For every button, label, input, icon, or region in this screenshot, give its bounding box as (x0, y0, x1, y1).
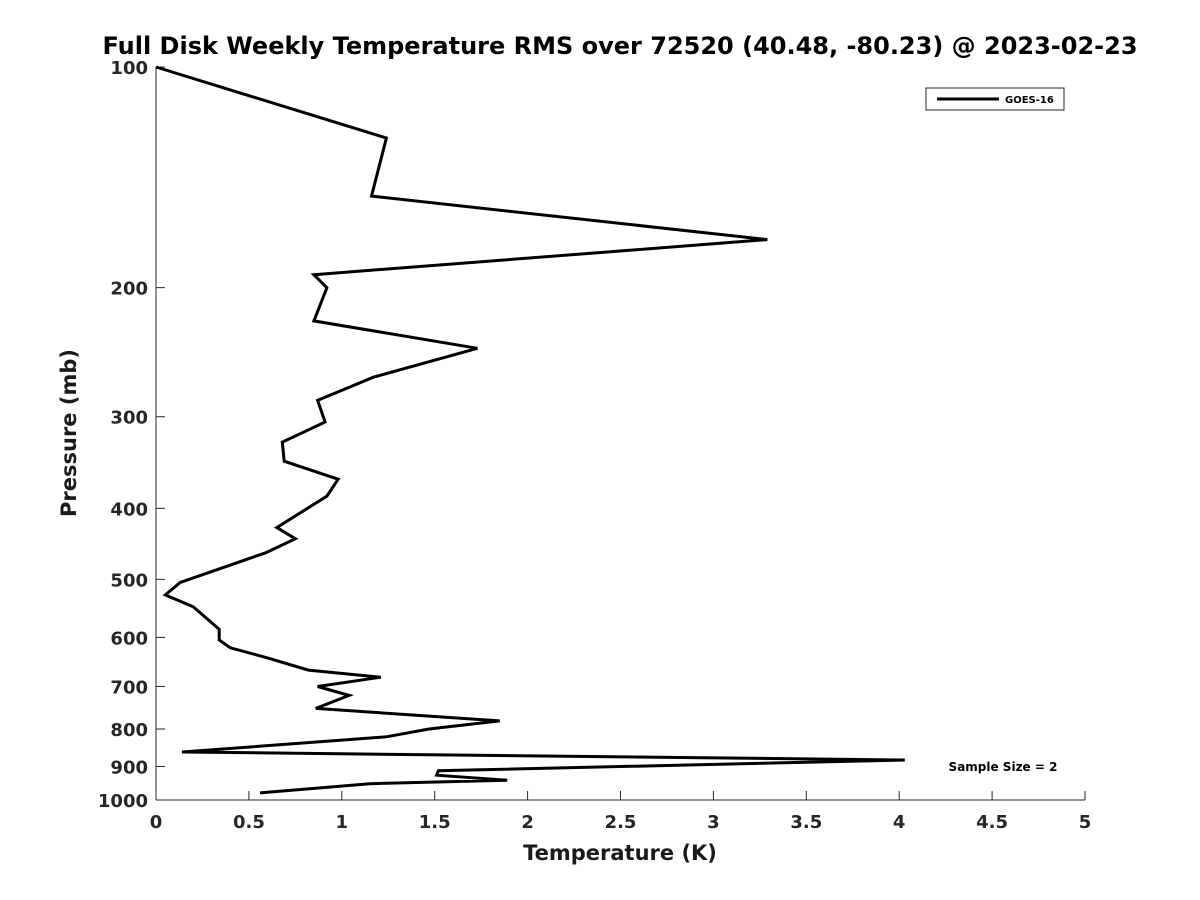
y-tick-label: 400 (110, 499, 148, 520)
x-tick-label: 4 (893, 812, 906, 833)
series-line-goes-16 (155, 65, 905, 795)
x-tick-label: 0.5 (233, 812, 265, 833)
x-tick-label: 1.5 (419, 812, 451, 833)
x-tick-label: 1 (336, 812, 349, 833)
y-tick-label: 200 (110, 279, 148, 300)
y-tick-label: 500 (110, 570, 148, 591)
y-ticks: 100 200 300 400 500 600 700 800 900 1000 (98, 58, 165, 812)
y-tick-label: 900 (110, 757, 148, 778)
x-tick-label: 2.5 (605, 812, 637, 833)
y-tick-label: 800 (110, 720, 148, 741)
legend: GOES-16 (925, 87, 1065, 111)
x-tick-label: 5 (1079, 812, 1092, 833)
x-tick-label: 0 (150, 812, 163, 833)
x-tick-label: 2 (521, 812, 534, 833)
x-tick-label: 4.5 (976, 812, 1008, 833)
series-layer (155, 65, 905, 795)
x-tick-label: 3.5 (790, 812, 822, 833)
y-tick-label: 100 (110, 58, 148, 79)
y-axis-label: Pressure (mb) (57, 349, 81, 517)
y-tick-label: 700 (110, 677, 148, 698)
axes (155, 67, 1085, 801)
y-tick-label: 1000 (98, 791, 148, 812)
y-tick-label: 600 (110, 628, 148, 649)
y-tick-label: 300 (110, 408, 148, 429)
sample-size-annotation: Sample Size = 2 (949, 760, 1058, 774)
x-tick-label: 3 (707, 812, 720, 833)
legend-label-goes-16: GOES-16 (1005, 95, 1054, 106)
x-axis-label: Temperature (K) (523, 841, 717, 865)
chart-title: Full Disk Weekly Temperature RMS over 72… (102, 32, 1137, 60)
x-ticks: 0 0.5 1 1.5 2 2.5 3 3.5 4 4.5 5 (150, 791, 1092, 833)
